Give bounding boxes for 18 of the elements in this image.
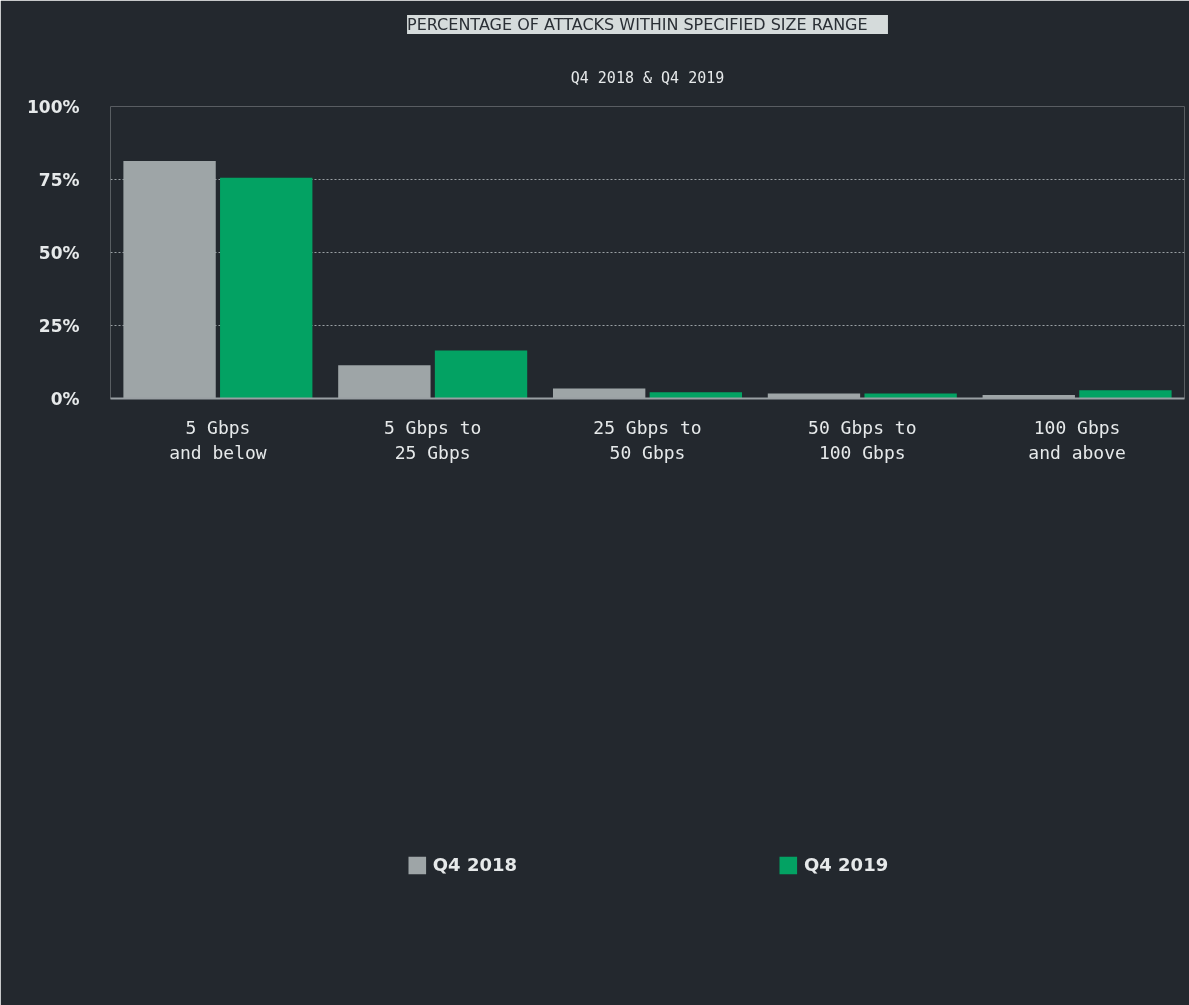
bar xyxy=(220,177,313,399)
chart-subtitle: Q4 2018 & Q4 2019 xyxy=(570,68,725,87)
y-tick-label: 100% xyxy=(26,96,80,117)
y-tick-label: 75% xyxy=(38,169,80,190)
chart-title: PERCENTAGE OF ATTACKS WITHIN SPECIFIED SIZE RANGE xyxy=(407,15,868,34)
bar xyxy=(434,350,528,399)
legend-label: Q4 2019 xyxy=(804,854,889,875)
bar xyxy=(1079,390,1172,399)
y-tick-label: 0% xyxy=(50,388,80,409)
x-tick-label: 100 Gbps and above xyxy=(1028,416,1126,463)
x-tick-label: 50 Gbps to 100 Gbps xyxy=(808,416,917,463)
x-tick-label: 5 Gbps and below xyxy=(169,416,267,463)
y-tick-label: 50% xyxy=(38,242,80,263)
x-tick-label: 5 Gbps to 25 Gbps xyxy=(383,416,482,463)
x-tick-label: 25 Gbps to 50 Gbps xyxy=(593,416,702,463)
y-tick-label: 25% xyxy=(38,315,80,336)
legend-label: Q4 2018 xyxy=(432,854,517,875)
bar xyxy=(649,392,743,399)
